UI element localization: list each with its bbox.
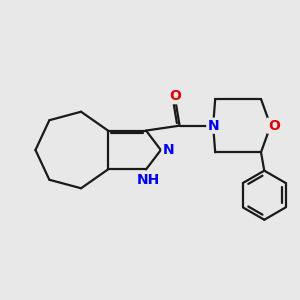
Text: N: N xyxy=(207,119,219,133)
Text: O: O xyxy=(169,89,181,103)
Text: NH: NH xyxy=(136,173,160,187)
Text: N: N xyxy=(162,143,174,157)
Text: O: O xyxy=(268,119,280,133)
